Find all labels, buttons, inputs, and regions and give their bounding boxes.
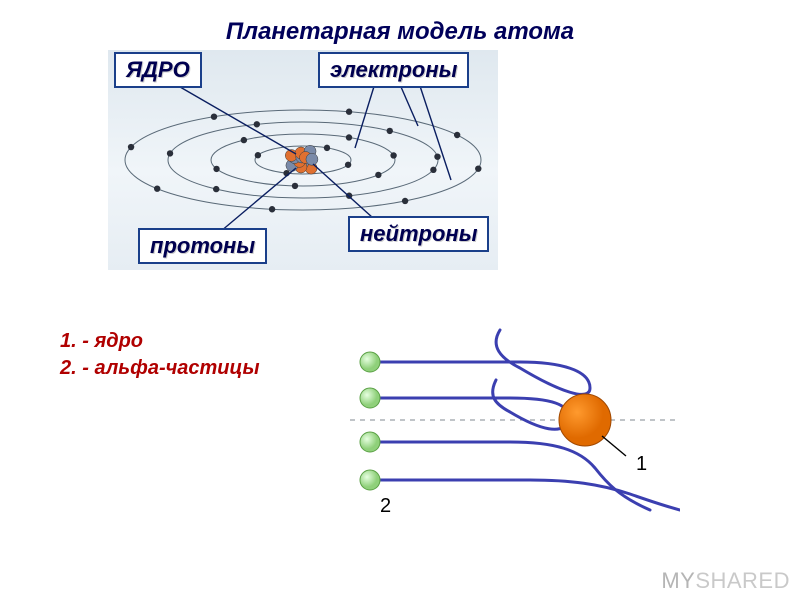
svg-text:1: 1 [636, 453, 647, 475]
watermark-rest: SHARED [695, 568, 790, 593]
svg-text:2: 2 [380, 495, 391, 517]
scatter-svg: 12 [350, 310, 680, 530]
watermark: MYSHARED [661, 568, 790, 594]
label-electrons: электроны [318, 52, 469, 88]
page-title: Планетарная модель атома [0, 18, 800, 46]
label-protons: протоны [138, 228, 267, 264]
label-neutrons: нейтроны [348, 216, 489, 252]
legend-line-1: 1. - ядро [60, 328, 260, 355]
legend-line-2: 2. - альфа-частицы [60, 355, 260, 382]
label-nucleus: ЯДРО [114, 52, 202, 88]
watermark-first: MY [661, 568, 695, 593]
atom-diagram: ЯДРО электроны протоны нейтроны [108, 50, 498, 270]
legend: 1. - ядро 2. - альфа-частицы [60, 328, 260, 382]
scatter-diagram: 12 [350, 310, 680, 530]
